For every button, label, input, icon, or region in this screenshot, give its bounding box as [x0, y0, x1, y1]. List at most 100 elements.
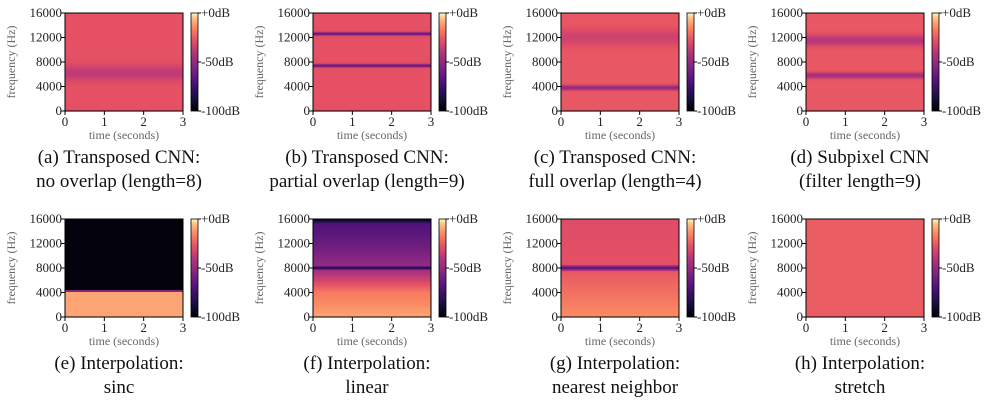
heatmap-strip	[806, 30, 924, 32]
heatmap-strip	[313, 59, 431, 61]
heatmap-strip	[313, 248, 431, 250]
heatmap-strip	[561, 44, 679, 46]
heatmap-strip	[313, 52, 431, 54]
heatmap-strip	[313, 87, 431, 89]
heatmap-strip	[313, 25, 431, 27]
heatmap-strip	[65, 92, 183, 94]
heatmap-strip	[806, 315, 924, 317]
y-tick-label: 0	[552, 103, 559, 118]
heatmap-strip	[806, 295, 924, 297]
heatmap-strip	[65, 104, 183, 106]
heatmap-strip	[806, 268, 924, 270]
heatmap-strip	[65, 107, 183, 109]
heatmap-strip	[806, 262, 924, 264]
heatmap-strip	[806, 269, 924, 271]
heatmap-strip	[806, 226, 924, 228]
heatmap-strip	[65, 53, 183, 55]
heatmap-strip	[65, 271, 183, 273]
heatmap-strip	[806, 68, 924, 70]
heatmap-strip	[561, 301, 679, 303]
heatmap-strip	[561, 69, 679, 71]
heatmap-strip	[65, 280, 183, 282]
heatmap-strip	[65, 66, 183, 68]
heatmap-strip	[65, 106, 183, 108]
heatmap-strip	[806, 258, 924, 260]
heatmap-strip	[313, 44, 431, 46]
heatmap-strip	[65, 56, 183, 58]
heatmap-strip	[806, 83, 924, 85]
heatmap-strip	[65, 63, 183, 65]
y-axis-label: frequency (Hz)	[4, 232, 18, 305]
heatmap-strip	[806, 65, 924, 67]
heatmap-strip	[561, 107, 679, 109]
heatmap-strip	[313, 297, 431, 299]
heatmap-strip	[65, 295, 183, 297]
colorbar	[931, 12, 940, 112]
heatmap-strip	[65, 22, 183, 24]
heatmap-strip	[65, 274, 183, 276]
heatmap-strip	[561, 272, 679, 274]
heatmap-strip	[65, 240, 183, 242]
heatmap-strip	[561, 286, 679, 288]
heatmap-strip	[561, 225, 679, 227]
heatmap-strip	[806, 79, 924, 81]
heatmap-strip	[313, 265, 431, 267]
heatmap-strip	[313, 245, 431, 247]
heatmap-strip	[561, 50, 679, 52]
heatmap-strip	[313, 93, 431, 95]
heatmap-strip	[806, 77, 924, 79]
heatmap-strip	[806, 66, 924, 68]
heatmap-strip	[313, 235, 431, 237]
y-tick-label: 8000	[36, 54, 62, 69]
heatmap-strip	[561, 81, 679, 83]
heatmap-strip	[561, 65, 679, 67]
heatmap-strip	[65, 97, 183, 99]
heatmap-strip	[313, 79, 431, 81]
heatmap-strip	[561, 240, 679, 242]
heatmap-strip	[561, 68, 679, 70]
heatmap-strip	[806, 104, 924, 106]
heatmap-strip	[806, 93, 924, 95]
heatmap-strip	[806, 222, 924, 224]
spectrogram-heatmap	[561, 13, 679, 112]
heatmap-strip	[313, 278, 431, 280]
heatmap-strip	[806, 301, 924, 303]
y-tick-label: 0	[304, 309, 311, 324]
heatmap-strip	[561, 79, 679, 81]
heatmap-strip	[561, 75, 679, 77]
heatmap-strip	[313, 56, 431, 58]
x-tick-label: 1	[349, 320, 356, 335]
x-tick-label: 0	[803, 320, 810, 335]
heatmap-strip	[65, 41, 183, 43]
heatmap-strip	[313, 301, 431, 303]
y-tick-label: 4000	[532, 285, 558, 300]
heatmap-strip	[65, 248, 183, 250]
heatmap-strip	[313, 244, 431, 246]
heatmap-strip	[561, 315, 679, 317]
heatmap-strip	[561, 57, 679, 59]
colorbar-tick-label: +0dB	[942, 5, 971, 20]
heatmap-strip	[806, 35, 924, 37]
heatmap-strip	[313, 21, 431, 23]
heatmap-strip	[313, 51, 431, 53]
heatmap-strip	[313, 280, 431, 282]
heatmap-strip	[65, 312, 183, 314]
heatmap-strip	[561, 99, 679, 101]
heatmap-strip	[65, 94, 183, 96]
colorbar-tick-label: +0dB	[449, 211, 478, 226]
colorbar-tick-label: -100dB	[449, 309, 488, 324]
spectrogram-panel: 0 4000 8000 12000 16000 0 1 2 3 time (seconds) fre…	[4, 5, 240, 192]
heatmap-strip	[561, 239, 679, 241]
heatmap-strip	[65, 98, 183, 100]
heatmap-strip	[65, 82, 183, 84]
heatmap-strip	[561, 64, 679, 66]
heatmap-strip	[313, 269, 431, 271]
heatmap-strip	[561, 23, 679, 25]
heatmap-strip	[806, 232, 924, 234]
heatmap-strip	[65, 99, 183, 101]
heatmap-strip	[806, 32, 924, 34]
heatmap-strip	[65, 273, 183, 275]
heatmap-strip	[561, 83, 679, 85]
heatmap-strip	[561, 24, 679, 26]
heatmap-strip	[806, 224, 924, 226]
